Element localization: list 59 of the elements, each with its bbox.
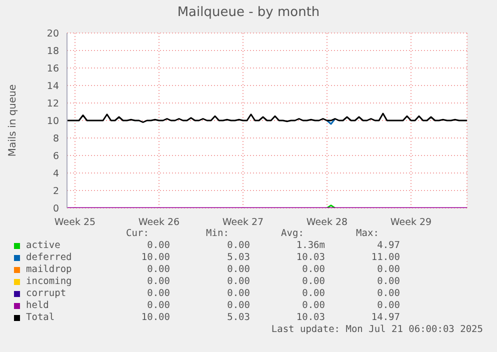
- text: 10.00: [140, 252, 170, 263]
- text: Last update: Mon Jul 21 06:00:03 2025: [270, 324, 484, 336]
- x-tick-label: Week 27: [222, 217, 264, 228]
- text: 0.00: [301, 264, 325, 275]
- chart-title: Mailqueue - by month: [176, 5, 321, 20]
- text: 5.03: [226, 312, 250, 323]
- y-tick-label: 16: [46, 63, 59, 74]
- y-tick-label: 12: [46, 98, 59, 110]
- text: 0.00: [226, 264, 250, 275]
- text: 1.36m: [295, 240, 325, 251]
- text: 0.00: [376, 264, 400, 275]
- legend-label: active: [26, 240, 60, 251]
- text: 10.00: [140, 312, 170, 323]
- x-tick-label: Week 29: [390, 217, 432, 228]
- text: 4.97: [376, 240, 400, 251]
- y-tick-label: 4: [52, 168, 59, 180]
- y-tick-label: 14: [46, 80, 59, 92]
- legend-label: held: [26, 300, 49, 311]
- x-tick-label: Week 28: [306, 217, 348, 228]
- text: 0.00: [301, 276, 325, 287]
- text: 0.00: [146, 240, 170, 251]
- text: 0.00: [146, 300, 170, 311]
- text: 0.00: [226, 276, 250, 287]
- y-tick-label: 0: [52, 203, 59, 214]
- text: 0.00: [226, 300, 250, 311]
- text: 0.00: [226, 240, 250, 251]
- text: 0.00: [301, 288, 325, 299]
- text: 5.03: [226, 252, 250, 263]
- legend-label: incoming: [26, 276, 72, 287]
- text: 0.00: [146, 276, 170, 287]
- y-tick-label: 6: [52, 150, 59, 162]
- text: 11.00: [370, 252, 400, 263]
- text: 10.03: [295, 312, 325, 323]
- y-tick-label: 8: [52, 133, 59, 144]
- y-tick-label: 18: [46, 46, 59, 57]
- x-tick-label: Week 26: [138, 217, 180, 228]
- text: 10.03: [295, 252, 325, 263]
- y-axis-title: Mails in queue: [8, 84, 19, 157]
- text: 0.00: [146, 288, 170, 299]
- text: Min:: [205, 228, 230, 239]
- text: 0.00: [376, 300, 400, 311]
- text: 0.00: [301, 300, 325, 311]
- text: 14.97: [370, 312, 400, 323]
- legend-label: Total: [26, 312, 55, 323]
- legend-label: maildrop: [26, 264, 72, 275]
- y-tick-label: 2: [52, 186, 59, 197]
- legend-label: corrupt: [26, 288, 66, 299]
- legend-label: deferred: [26, 252, 72, 263]
- text: 0.00: [146, 264, 170, 275]
- y-tick-label: 10: [46, 116, 59, 127]
- text: Cur:: [125, 228, 150, 239]
- line-series: [67, 112, 467, 123]
- text: 0.00: [226, 288, 250, 299]
- text: Max:: [355, 228, 380, 239]
- text: 0.00: [376, 288, 400, 299]
- text: 0.00: [376, 276, 400, 287]
- text: Avg:: [280, 228, 305, 239]
- y-tick-label: 20: [46, 28, 59, 40]
- x-tick-label: Week 25: [54, 217, 96, 228]
